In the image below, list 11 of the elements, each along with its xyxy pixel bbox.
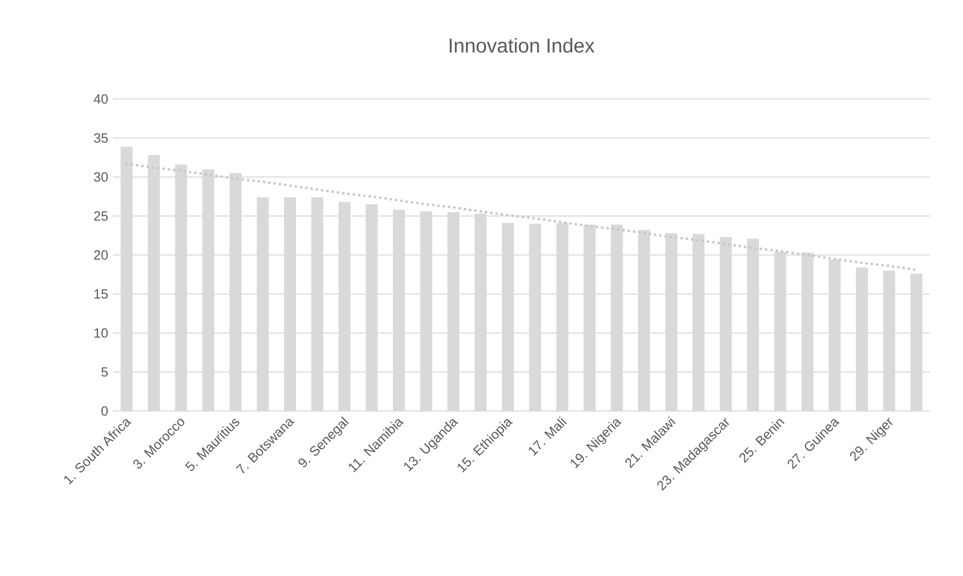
y-tick-label: 5	[101, 367, 108, 377]
y-tick-label: 35	[94, 133, 108, 143]
y-tick-label: 25	[94, 211, 108, 221]
chart-title: Innovation Index	[450, 38, 594, 53]
y-tick-label: 30	[94, 172, 108, 182]
y-tick-label: 40	[94, 94, 108, 104]
x-tick-label: 17. Mali	[528, 416, 567, 456]
y-tick-label: 15	[94, 289, 108, 299]
y-tick-label: 20	[94, 250, 108, 260]
y-tick-label: 0	[101, 406, 108, 416]
y-tick-label: 10	[94, 328, 108, 338]
